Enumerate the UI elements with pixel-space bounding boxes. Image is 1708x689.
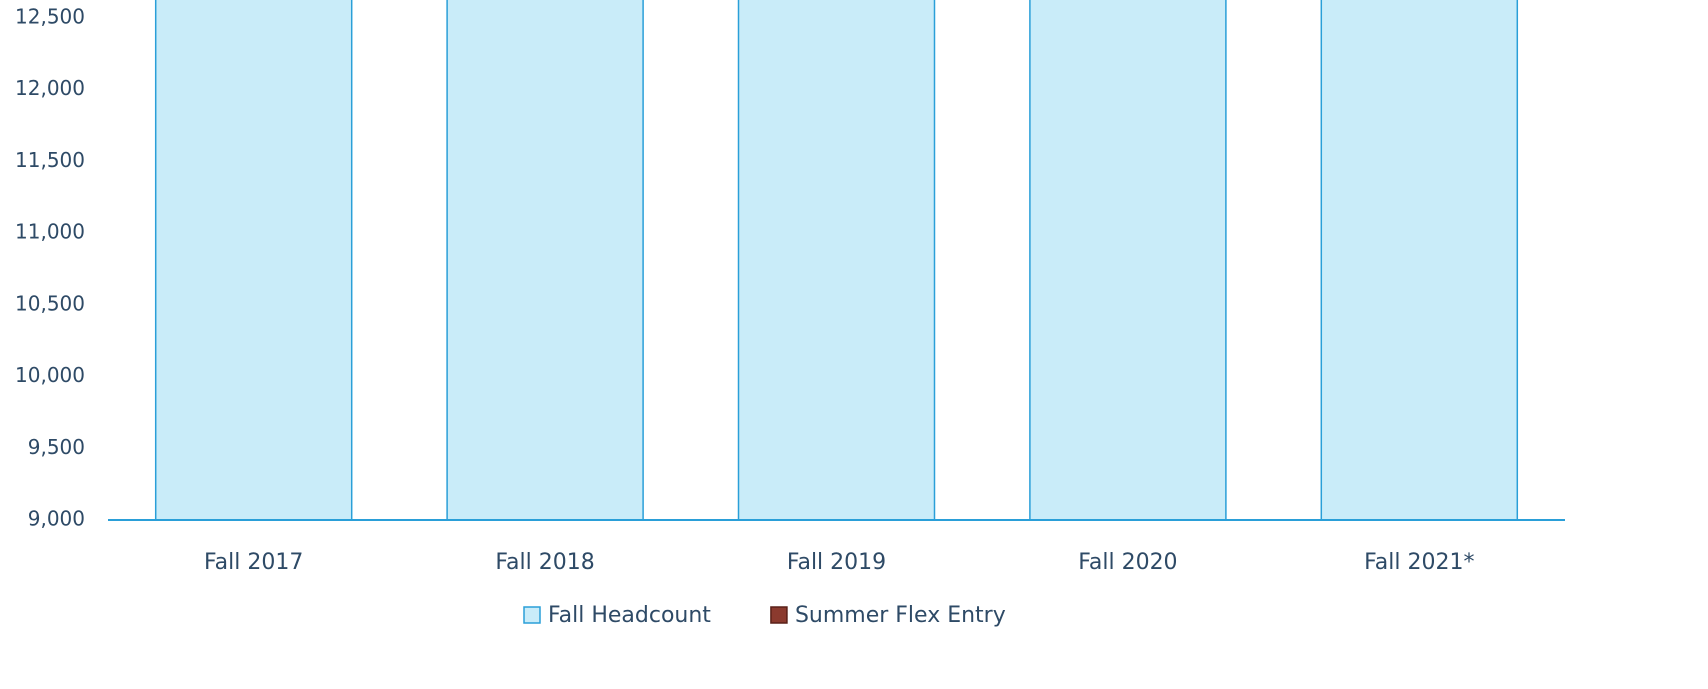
bar-segment [446,0,644,521]
x-tick-label: Fall 2017 [204,550,303,575]
y-tick-label: 10,500 [15,291,85,315]
y-tick-label: 11,500 [15,148,85,172]
y-tick-label: 9,500 [28,435,85,459]
x-tick-label: Fall 2018 [495,550,594,575]
bar-segment [737,0,936,521]
bar-segment [154,0,353,521]
legend-label: Summer Flex Entry [795,603,1006,628]
x-tick-label: Fall 2021* [1364,550,1474,575]
bar-segment [1029,0,1227,521]
x-tick-label: Fall 2020 [1078,550,1177,575]
y-tick-label: 10,000 [15,363,85,387]
legend-label: Fall Headcount [548,603,711,628]
legend-swatch [770,606,788,624]
bar-segment [1320,0,1519,521]
y-tick-label: 12,500 [15,5,85,29]
x-tick-label: Fall 2019 [787,550,886,575]
y-tick-label: 12,000 [15,76,85,100]
y-tick-label: 9,000 [28,507,85,531]
y-tick-label: 11,000 [15,220,85,244]
legend-swatch [523,606,541,624]
